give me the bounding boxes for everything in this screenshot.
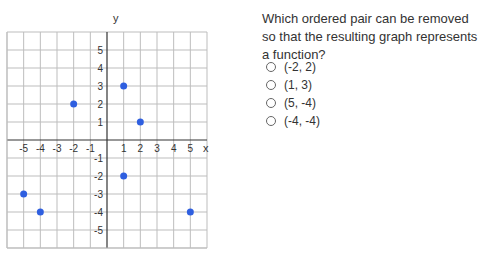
svg-text:3: 3 [154,143,160,154]
svg-text:-2: -2 [69,143,78,154]
html-text:y: y [113,12,119,24]
svg-text:4: 4 [97,63,103,74]
svg-text:-4: -4 [36,143,45,154]
html-text:Which ordered pair can be remo: Which ordered pair can be removed so tha… [262,11,478,62]
svg-text:-2: -2 [94,171,103,182]
html-text:(5, -4): (5, -4) [284,96,316,110]
svg-text:2: 2 [97,99,103,110]
svg-text:-1: -1 [94,153,103,164]
html-text:(1, 3): (1, 3) [284,78,312,92]
html-text:x: x [203,142,209,154]
svg-text:3: 3 [97,81,103,92]
svg-text:2: 2 [138,143,144,154]
svg-text:5: 5 [188,143,194,154]
svg-text:-3: -3 [53,143,62,154]
svg-text:1: 1 [121,143,127,154]
svg-text:-5: -5 [94,225,103,236]
svg-text:-3: -3 [94,189,103,200]
svg-text:1: 1 [97,117,103,128]
html-text:(-2, 2): (-2, 2) [284,60,316,74]
svg-text:-4: -4 [94,207,103,218]
svg-text:4: 4 [171,143,177,154]
html-text:(-4, -4): (-4, -4) [284,114,320,128]
svg-text:-5: -5 [19,143,28,154]
svg-text:-1: -1 [85,143,95,154]
svg-text:5: 5 [97,45,103,56]
